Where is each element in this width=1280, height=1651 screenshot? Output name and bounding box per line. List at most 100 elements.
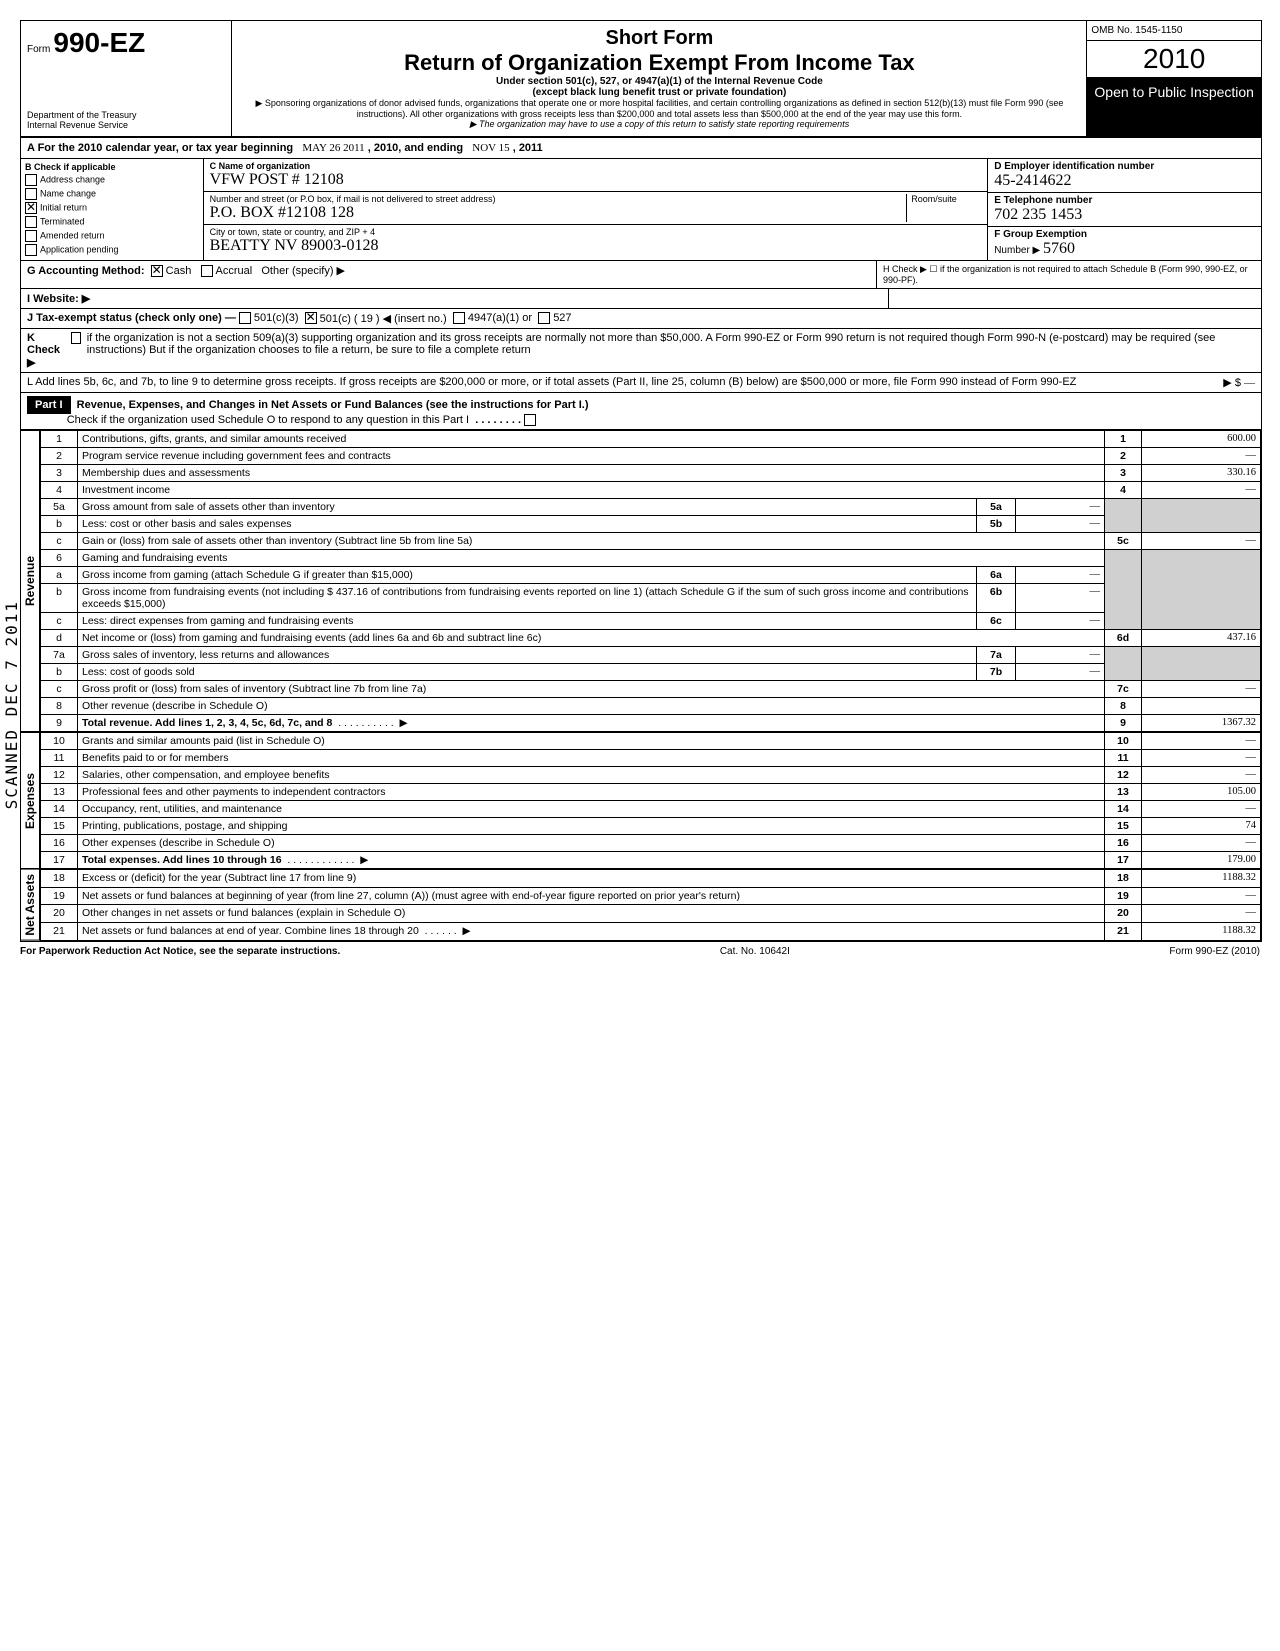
- line-9-label: Total revenue. Add lines 1, 2, 3, 4, 5c,…: [82, 717, 332, 729]
- line-17: 17Total expenses. Add lines 10 through 1…: [41, 852, 1261, 869]
- line-6a: aGross income from gaming (attach Schedu…: [41, 567, 1261, 584]
- k-text: if the organization is not a section 509…: [87, 332, 1255, 369]
- other-specify-label: Other (specify) ▶: [261, 265, 345, 277]
- f-number-label: Number ▶: [994, 245, 1040, 256]
- check-527[interactable]: [538, 312, 550, 324]
- room-suite-label: Room/suite: [906, 194, 981, 222]
- b-label: B Check if applicable: [25, 161, 199, 173]
- line-7a: 7aGross sales of inventory, less returns…: [41, 647, 1261, 664]
- line-4: 4Investment income4—: [41, 482, 1261, 499]
- check-name-change[interactable]: [25, 188, 37, 200]
- line-j-row: J Tax-exempt status (check only one) — 5…: [21, 309, 1261, 329]
- check-label-2: Initial return: [40, 202, 87, 212]
- org-info-block: B Check if applicable Address change Nam…: [21, 159, 1261, 261]
- line-3-val: 330.16: [1142, 465, 1261, 482]
- line-19-val: —: [1142, 887, 1261, 905]
- line-7a-label: Gross sales of inventory, less returns a…: [82, 649, 329, 661]
- side-label-revenue: Revenue: [21, 430, 40, 732]
- part1-check-text: Check if the organization used Schedule …: [67, 414, 469, 426]
- line-4-label: Investment income: [82, 484, 170, 496]
- check-501c[interactable]: [305, 312, 317, 324]
- line-8-val: [1142, 698, 1261, 715]
- line-17-val: 179.00: [1142, 852, 1261, 869]
- line-6d-label: Net income or (loss) from gaming and fun…: [82, 632, 541, 644]
- part1-title: Revenue, Expenses, and Changes in Net As…: [77, 399, 589, 411]
- line-15: 15Printing, publications, postage, and s…: [41, 818, 1261, 835]
- check-501c3[interactable]: [239, 312, 251, 324]
- line-gh-row: G Accounting Method: Cash Accrual Other …: [21, 261, 1261, 289]
- line-13-val: 105.00: [1142, 784, 1261, 801]
- check-application-pending[interactable]: [25, 244, 37, 256]
- line-12-val: —: [1142, 767, 1261, 784]
- subtitle-2: (except black lung benefit trust or priv…: [242, 87, 1076, 98]
- tax-year: 2010: [1087, 41, 1261, 78]
- line-10: 10Grants and similar amounts paid (list …: [41, 733, 1261, 750]
- line-a-label: A For the 2010 calendar year, or tax yea…: [27, 142, 293, 154]
- f-label: F Group Exemption: [994, 229, 1087, 240]
- group-no-value: 5760: [1043, 240, 1075, 257]
- line-20-label: Other changes in net assets or fund bala…: [82, 907, 405, 919]
- accrual-label: Accrual: [216, 265, 253, 277]
- line-i-row: I Website: ▶: [21, 289, 1261, 309]
- j-label: J Tax-exempt status (check only one) —: [27, 312, 236, 325]
- state-text: ▶ The organization may have to use a cop…: [242, 119, 1076, 130]
- section-b-checks: B Check if applicable Address change Nam…: [21, 159, 204, 260]
- cash-label: Cash: [166, 265, 192, 277]
- line-9: 9Total revenue. Add lines 1, 2, 3, 4, 5c…: [41, 715, 1261, 732]
- line-17-label: Total expenses. Add lines 10 through 16: [82, 854, 282, 866]
- tax-end-value: NOV 15: [472, 142, 509, 154]
- addr-label: Number and street (or P.O box, if mail i…: [210, 194, 907, 204]
- line-20: 20Other changes in net assets or fund ba…: [41, 905, 1261, 923]
- scanned-stamp: SCANNED DEC 7 2011: [2, 600, 21, 809]
- check-part1-schedule-o[interactable]: [524, 414, 536, 426]
- line-16-val: —: [1142, 835, 1261, 852]
- check-address-change[interactable]: [25, 174, 37, 186]
- expenses-table: 10Grants and similar amounts paid (list …: [40, 732, 1261, 869]
- line-16-label: Other expenses (describe in Schedule O): [82, 837, 275, 849]
- check-cash[interactable]: [151, 265, 163, 277]
- line-14-label: Occupancy, rent, utilities, and maintena…: [82, 803, 282, 815]
- check-amended[interactable]: [25, 230, 37, 242]
- check-accrual[interactable]: [201, 265, 213, 277]
- check-4947[interactable]: [453, 312, 465, 324]
- check-k[interactable]: [71, 332, 80, 344]
- check-label-0: Address change: [40, 174, 105, 184]
- j-501c3: 501(c)(3): [254, 312, 299, 325]
- header-center: Short Form Return of Organization Exempt…: [232, 21, 1087, 136]
- line-5c: cGain or (loss) from sale of assets othe…: [41, 533, 1261, 550]
- line-11: 11Benefits paid to or for members11—: [41, 750, 1261, 767]
- line-15-label: Printing, publications, postage, and shi…: [82, 820, 287, 832]
- line-19: 19Net assets or fund balances at beginni…: [41, 887, 1261, 905]
- line-14-val: —: [1142, 801, 1261, 818]
- line-2-val: —: [1142, 448, 1261, 465]
- footer-right: Form 990-EZ (2010): [1169, 946, 1260, 957]
- line-5a-label: Gross amount from sale of assets other t…: [82, 501, 335, 513]
- h-label: H Check ▶ ☐ if the organization is not r…: [877, 261, 1261, 288]
- line-5c-label: Gain or (loss) from sale of assets other…: [82, 535, 472, 547]
- city-value: BEATTY NV 89003-0128: [210, 237, 982, 255]
- section-c-block: C Name of organization VFW PosT # 12108 …: [204, 159, 988, 260]
- city-label: City or town, state or country, and ZIP …: [210, 227, 982, 237]
- title-main: Return of Organization Exempt From Incom…: [242, 50, 1076, 76]
- check-label-4: Amended return: [40, 230, 105, 240]
- line-3: 3Membership dues and assessments3330.16: [41, 465, 1261, 482]
- i-label: I Website: ▶: [27, 293, 90, 305]
- e-label: E Telephone number: [994, 195, 1255, 206]
- addr-value: P.O. Box #12108 128: [210, 204, 907, 222]
- j-527: 527: [553, 312, 571, 325]
- line-13: 13Professional fees and other payments t…: [41, 784, 1261, 801]
- check-initial-return[interactable]: [25, 202, 37, 214]
- part1-label: Part I: [27, 396, 71, 414]
- side-label-expenses: Expenses: [21, 732, 40, 869]
- footer-mid: Cat. No. 10642I: [720, 946, 790, 957]
- expenses-section: Expenses 10Grants and similar amounts pa…: [21, 732, 1261, 869]
- org-name-value: VFW PosT # 12108: [210, 171, 982, 189]
- check-label-3: Terminated: [40, 216, 85, 226]
- line-2-label: Program service revenue including govern…: [82, 450, 391, 462]
- line-13-label: Professional fees and other payments to …: [82, 786, 386, 798]
- line-21: 21Net assets or fund balances at end of …: [41, 923, 1261, 941]
- check-terminated[interactable]: [25, 216, 37, 228]
- check-label-1: Name change: [40, 188, 96, 198]
- form-number: 990-EZ: [53, 27, 145, 58]
- net-assets-table: 18Excess or (deficit) for the year (Subt…: [40, 869, 1261, 941]
